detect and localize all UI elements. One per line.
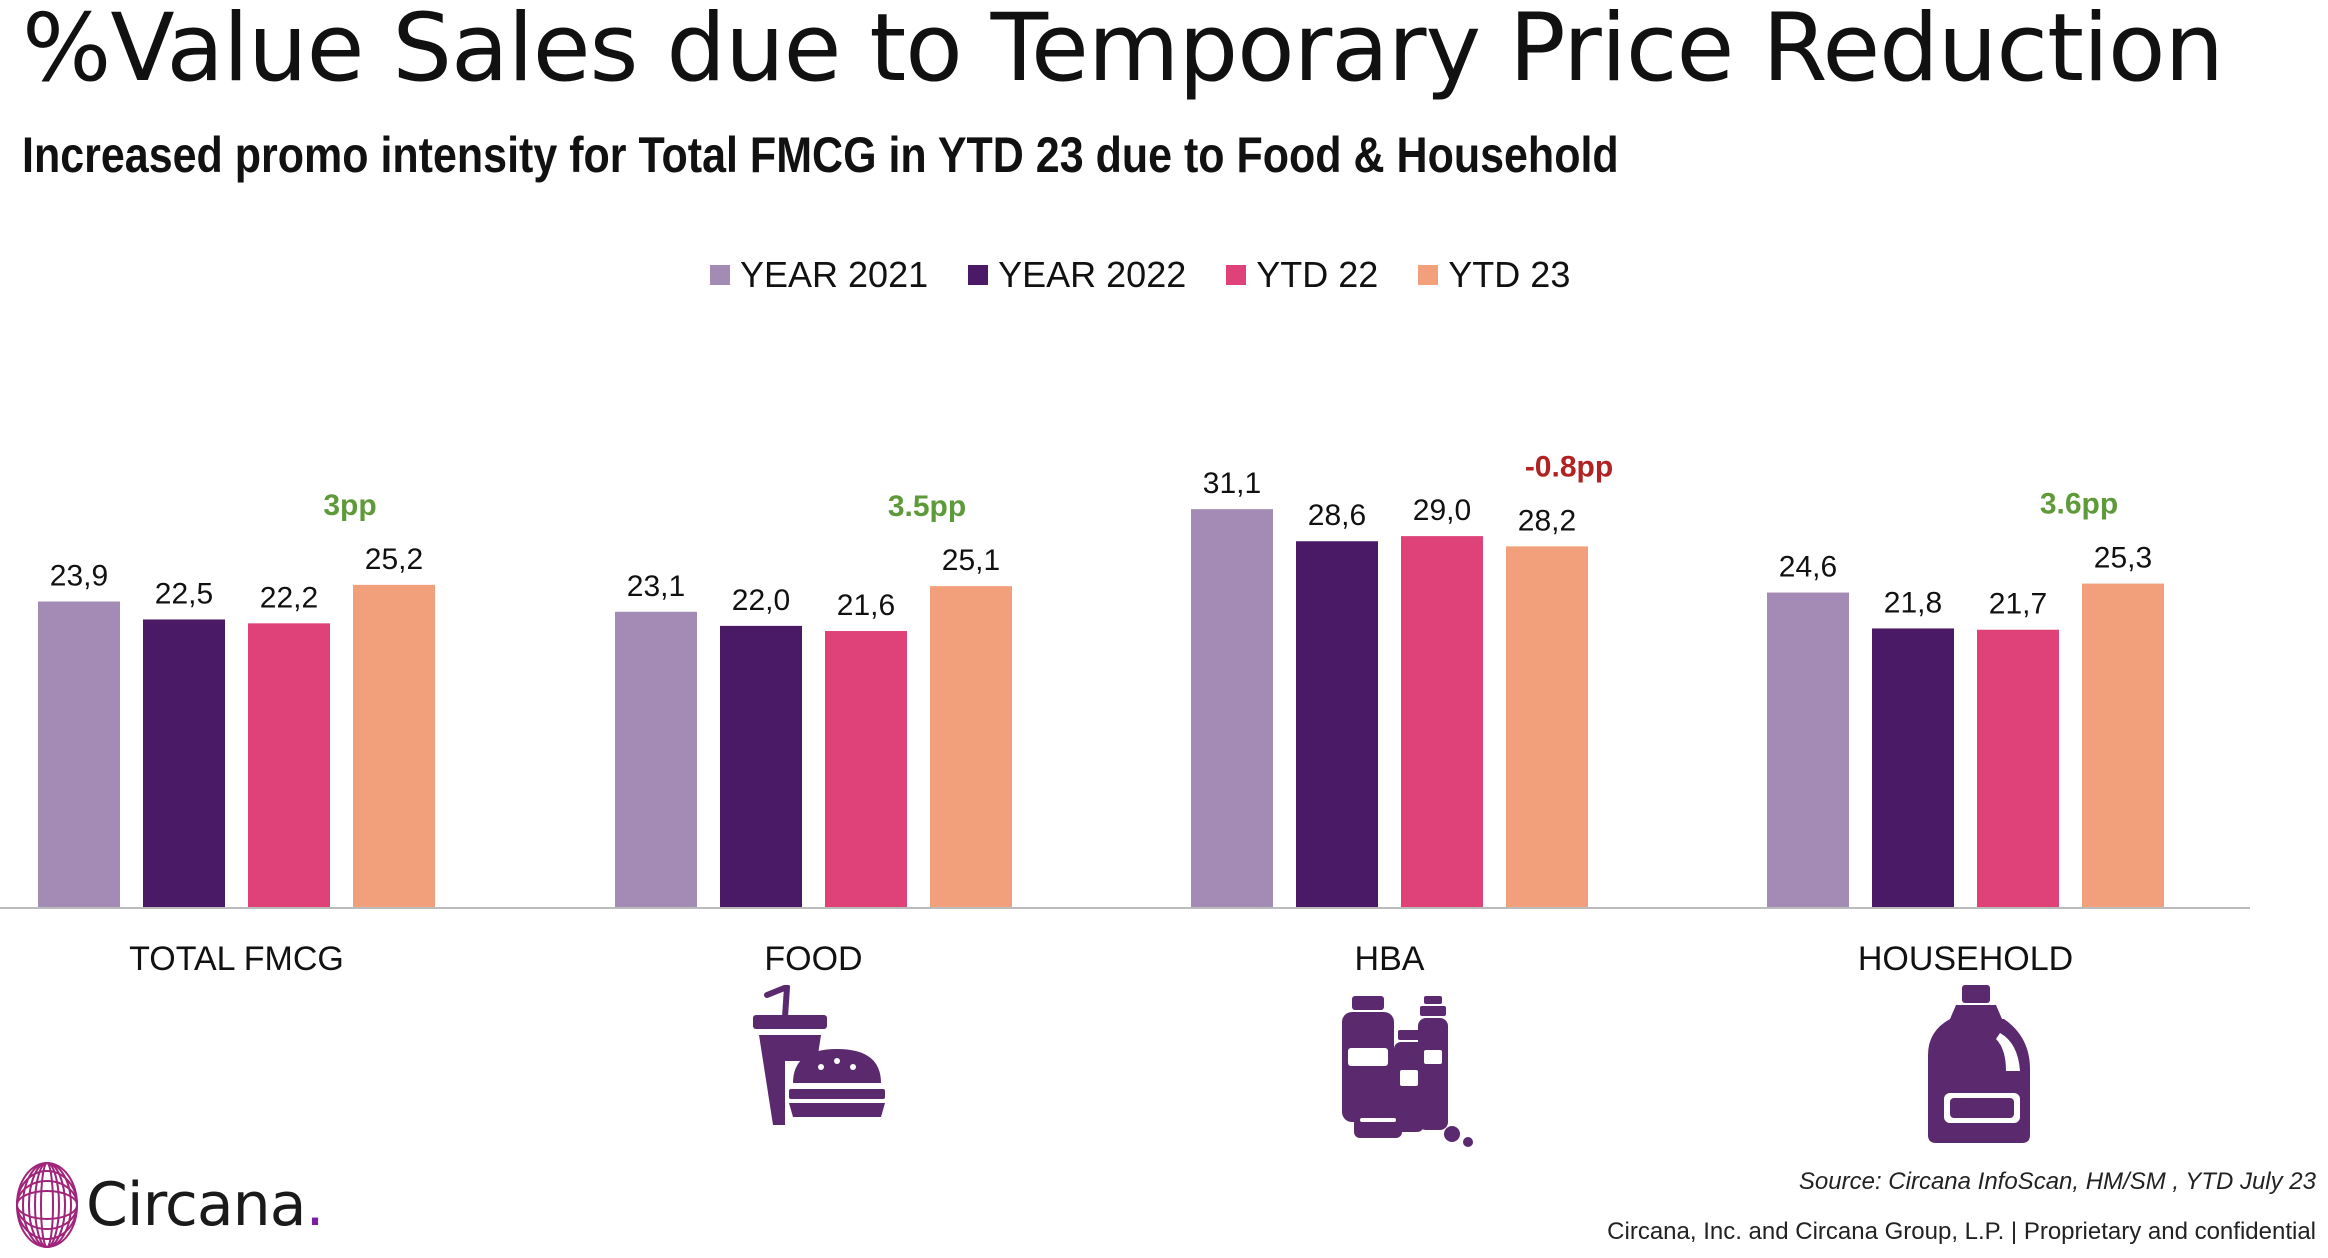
- logo-word: Circana: [86, 1170, 306, 1240]
- data-label: 21,8: [1884, 586, 1942, 619]
- bar-food-ytd-22: [825, 631, 907, 908]
- bar-household-year-2021: [1767, 592, 1849, 908]
- legend-item-ytd-22: YTD 22: [1226, 254, 1378, 296]
- logo-dot: .: [305, 1170, 324, 1240]
- data-label: 22,5: [155, 577, 213, 610]
- legend-swatch: [1418, 265, 1439, 285]
- bar-hba-year-2022: [1296, 541, 1378, 908]
- bar-hba-year-2021: [1191, 509, 1273, 908]
- data-label: 23,1: [627, 570, 685, 603]
- bar-household-ytd-23: [2082, 583, 2164, 908]
- bar-household-ytd-22: [1977, 629, 2059, 908]
- data-label: 21,7: [1989, 588, 2047, 621]
- data-label: 29,0: [1413, 494, 1471, 527]
- data-label: 22,0: [732, 584, 790, 617]
- legend-item-year-2021: YEAR 2021: [710, 254, 928, 296]
- data-label: 21,6: [837, 589, 895, 622]
- data-label: 25,3: [2094, 542, 2152, 575]
- data-label: 22,2: [260, 581, 318, 614]
- category-label: HOUSEHOLD: [1858, 940, 2073, 978]
- legend-swatch: [1226, 265, 1247, 285]
- page-subtitle: Increased promo intensity for Total FMCG…: [22, 127, 1619, 183]
- fast-food-icon: [753, 985, 885, 1125]
- data-label: 23,9: [50, 560, 108, 593]
- legend-label: YTD 22: [1256, 254, 1379, 295]
- legend-label: YEAR 2021: [740, 254, 929, 295]
- category-label: FOOD: [764, 940, 862, 978]
- bar-total-fmcg-year-2021: [38, 601, 120, 908]
- data-label: 28,6: [1308, 499, 1366, 532]
- category-label: HBA: [1355, 940, 1425, 978]
- change-annotation: 3.5pp: [888, 490, 966, 523]
- bar-hba-ytd-22: [1401, 536, 1483, 908]
- data-label: 25,2: [365, 543, 423, 576]
- bar-chart: 23,9 22,5 22,2 25,2 TOTAL FMCG 3pp 23,1 22,0 21,…: [0, 450, 2250, 978]
- bar-food-year-2021: [615, 611, 697, 908]
- change-annotation: -0.8pp: [1525, 450, 1613, 483]
- bar-food-ytd-23: [930, 586, 1012, 908]
- data-label: 31,1: [1203, 467, 1261, 500]
- copyright-note: Circana, Inc. and Circana Group, L.P. | …: [1607, 1218, 2316, 1245]
- data-label: 25,1: [942, 544, 1000, 577]
- bar-total-fmcg-ytd-22: [248, 623, 330, 908]
- circana-logo-icon: [16, 1162, 78, 1248]
- change-annotation: 3.6pp: [2040, 488, 2118, 521]
- bar-household-year-2022: [1872, 628, 1954, 908]
- data-label: 28,2: [1518, 504, 1576, 537]
- legend-item-year-2022: YEAR 2022: [968, 254, 1186, 296]
- chart-legend: YEAR 2021 YEAR 2022 YTD 22 YTD 23: [710, 250, 1570, 300]
- circana-logo-text: Circana.: [86, 1170, 325, 1240]
- detergent-bottle-icon: [1928, 985, 2030, 1143]
- bar-food-year-2022: [720, 625, 802, 908]
- source-note: Source: Circana InfoScan, HM/SM , YTD Ju…: [1798, 1168, 2316, 1195]
- legend-swatch: [710, 265, 730, 285]
- bar-hba-ytd-23: [1506, 546, 1588, 908]
- circana-logo: Circana.: [14, 1160, 325, 1250]
- change-annotation: 3pp: [323, 489, 376, 522]
- page-title: %Value Sales due to Temporary Price Redu…: [22, 0, 2224, 103]
- category-label: TOTAL FMCG: [129, 940, 344, 978]
- data-label: 24,6: [1779, 551, 1837, 584]
- legend-item-ytd-23: YTD 23: [1418, 254, 1570, 296]
- legend-label: YEAR 2022: [998, 254, 1187, 295]
- legend-swatch: [968, 265, 989, 285]
- toiletries-icon: [1342, 996, 1473, 1147]
- bar-total-fmcg-year-2022: [143, 619, 225, 908]
- bar-total-fmcg-ytd-23: [353, 584, 435, 908]
- legend-label: YTD 23: [1448, 254, 1571, 295]
